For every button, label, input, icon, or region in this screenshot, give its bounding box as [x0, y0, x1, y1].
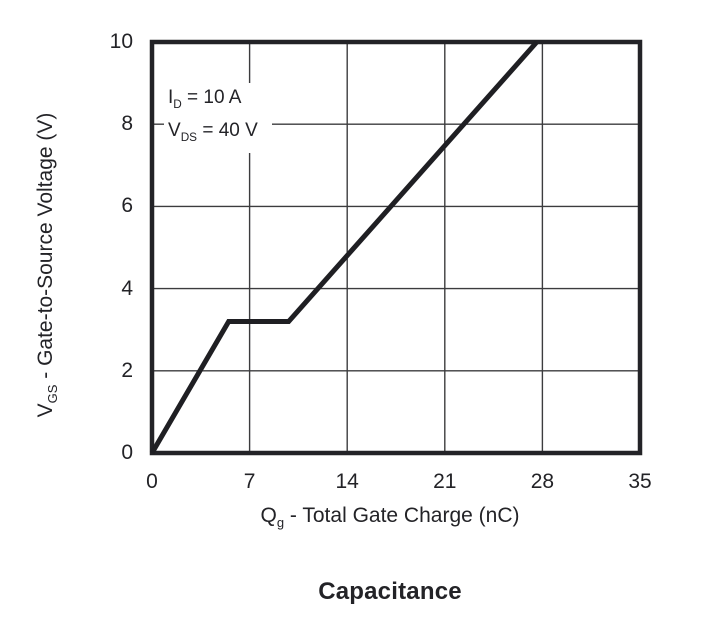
y-tick-label: 6	[121, 194, 133, 218]
annotation-vds-value: = 40 V	[197, 119, 258, 141]
y-axis-label-symbol: V	[34, 403, 57, 418]
x-tick-label: 21	[433, 470, 457, 493]
y-tick-label: 10	[109, 30, 133, 53]
y-tick-label: 0	[121, 441, 133, 464]
plot-frame	[149, 39, 643, 456]
annotation-id-symbol: I	[168, 87, 174, 108]
x-tick-label: 14	[335, 470, 359, 493]
vgs-vs-qg-curve	[149, 40, 539, 455]
y-axis-label: VGS - Gate-to-Source Voltage (V)	[32, 55, 60, 475]
chart-title: Capacitance	[318, 578, 462, 605]
y-axis-label-subscript: GS	[45, 384, 61, 404]
annotation-vds-symbol: V	[168, 119, 181, 141]
x-tick-label: 28	[530, 470, 555, 493]
annotation-id-subscript: D	[173, 97, 182, 111]
annotation-id-value: = 10 A	[181, 87, 242, 108]
test-conditions-annotation: ID = 10 A VDS = 40 V	[164, 83, 272, 153]
x-axis-label-text: - Total Gate Charge (nC)	[284, 504, 520, 527]
y-tick-label: 2	[121, 358, 133, 382]
y-tick-label: 4	[121, 276, 133, 300]
y-axis-label-text: - Gate-to-Source Voltage (V)	[34, 112, 57, 385]
annotation-vds-line: VDS = 40 V	[168, 118, 258, 151]
x-tick-label: 0	[146, 470, 158, 493]
annotation-drain-current-line: ID = 10 A	[168, 85, 258, 118]
x-axis-label-subscript: g	[276, 515, 285, 531]
x-axis-label-symbol: Q	[260, 504, 277, 527]
y-tick-label: 8	[121, 112, 133, 136]
x-axis-label: Qg - Total Gate Charge (nC)	[145, 504, 635, 530]
x-tick-label: 35	[628, 470, 652, 493]
x-tick-label: 7	[243, 470, 256, 493]
annotation-vds-subscript: DS	[180, 130, 198, 144]
